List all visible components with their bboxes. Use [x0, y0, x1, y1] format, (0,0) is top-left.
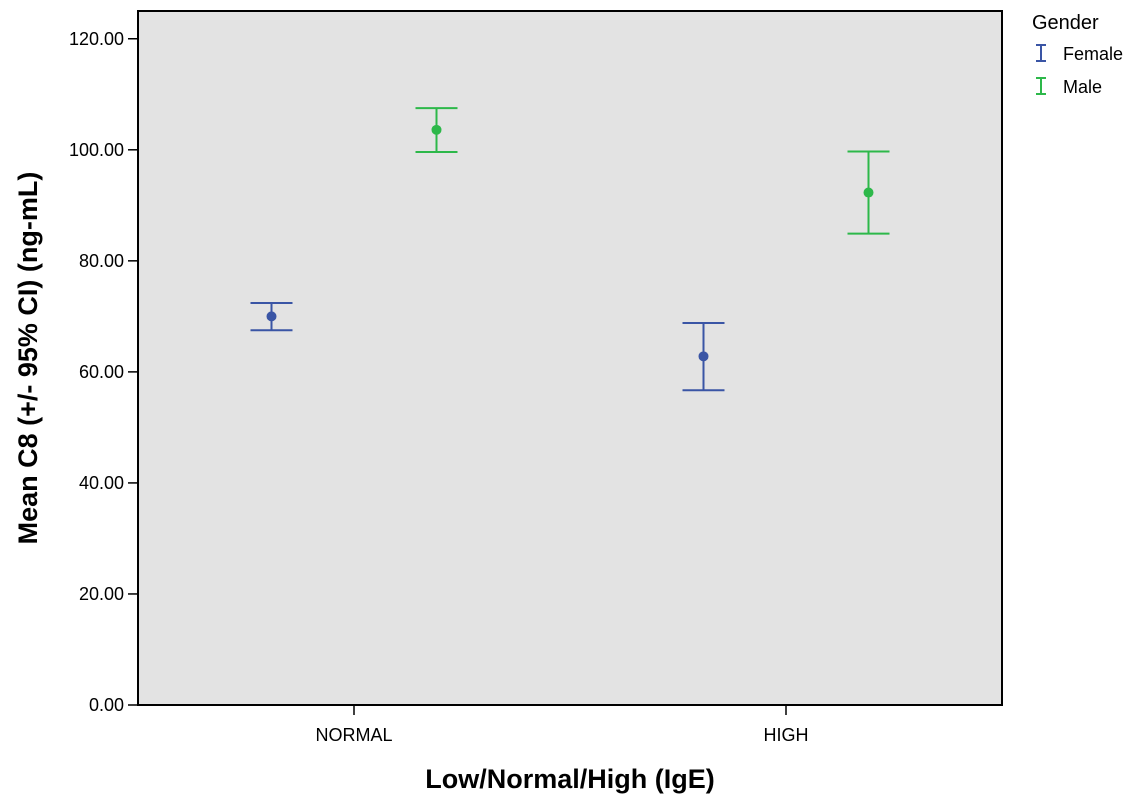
- mean-point-female: [266, 311, 277, 322]
- y-axis-title: Mean C8 (+/- 95% CI) (ng-mL): [13, 172, 43, 545]
- y-tick-label: 0.00: [89, 695, 124, 715]
- x-tick-label: HIGH: [764, 725, 809, 745]
- y-tick-label: 40.00: [79, 473, 124, 493]
- mean-point-male: [431, 124, 442, 135]
- x-axis-title: Low/Normal/High (IgE): [425, 764, 715, 794]
- y-tick-label: 60.00: [79, 362, 124, 382]
- series-female: [250, 302, 725, 392]
- y-tick-label: 20.00: [79, 584, 124, 604]
- legend-label: Female: [1063, 44, 1123, 64]
- y-tick-label: 80.00: [79, 251, 124, 271]
- legend: Gender Female Male: [1032, 12, 1123, 97]
- legend-title: Gender: [1032, 12, 1099, 34]
- mean-point-female: [698, 351, 709, 362]
- mean-point-male: [863, 187, 874, 198]
- x-tick-label: NORMAL: [315, 725, 392, 745]
- y-axis: 0.00 20.00 40.00 60.00 80.00 100.00 120.00: [69, 29, 138, 715]
- legend-item-female: Female: [1036, 44, 1123, 64]
- y-tick-label: 120.00: [69, 29, 124, 49]
- x-axis: NORMAL HIGH: [315, 705, 809, 745]
- legend-item-male: Male: [1036, 77, 1102, 97]
- plot-area: [137, 10, 1003, 706]
- series-male: [415, 107, 890, 235]
- error-bar-marks: [250, 107, 890, 392]
- legend-label: Male: [1063, 77, 1102, 97]
- y-tick-label: 100.00: [69, 140, 124, 160]
